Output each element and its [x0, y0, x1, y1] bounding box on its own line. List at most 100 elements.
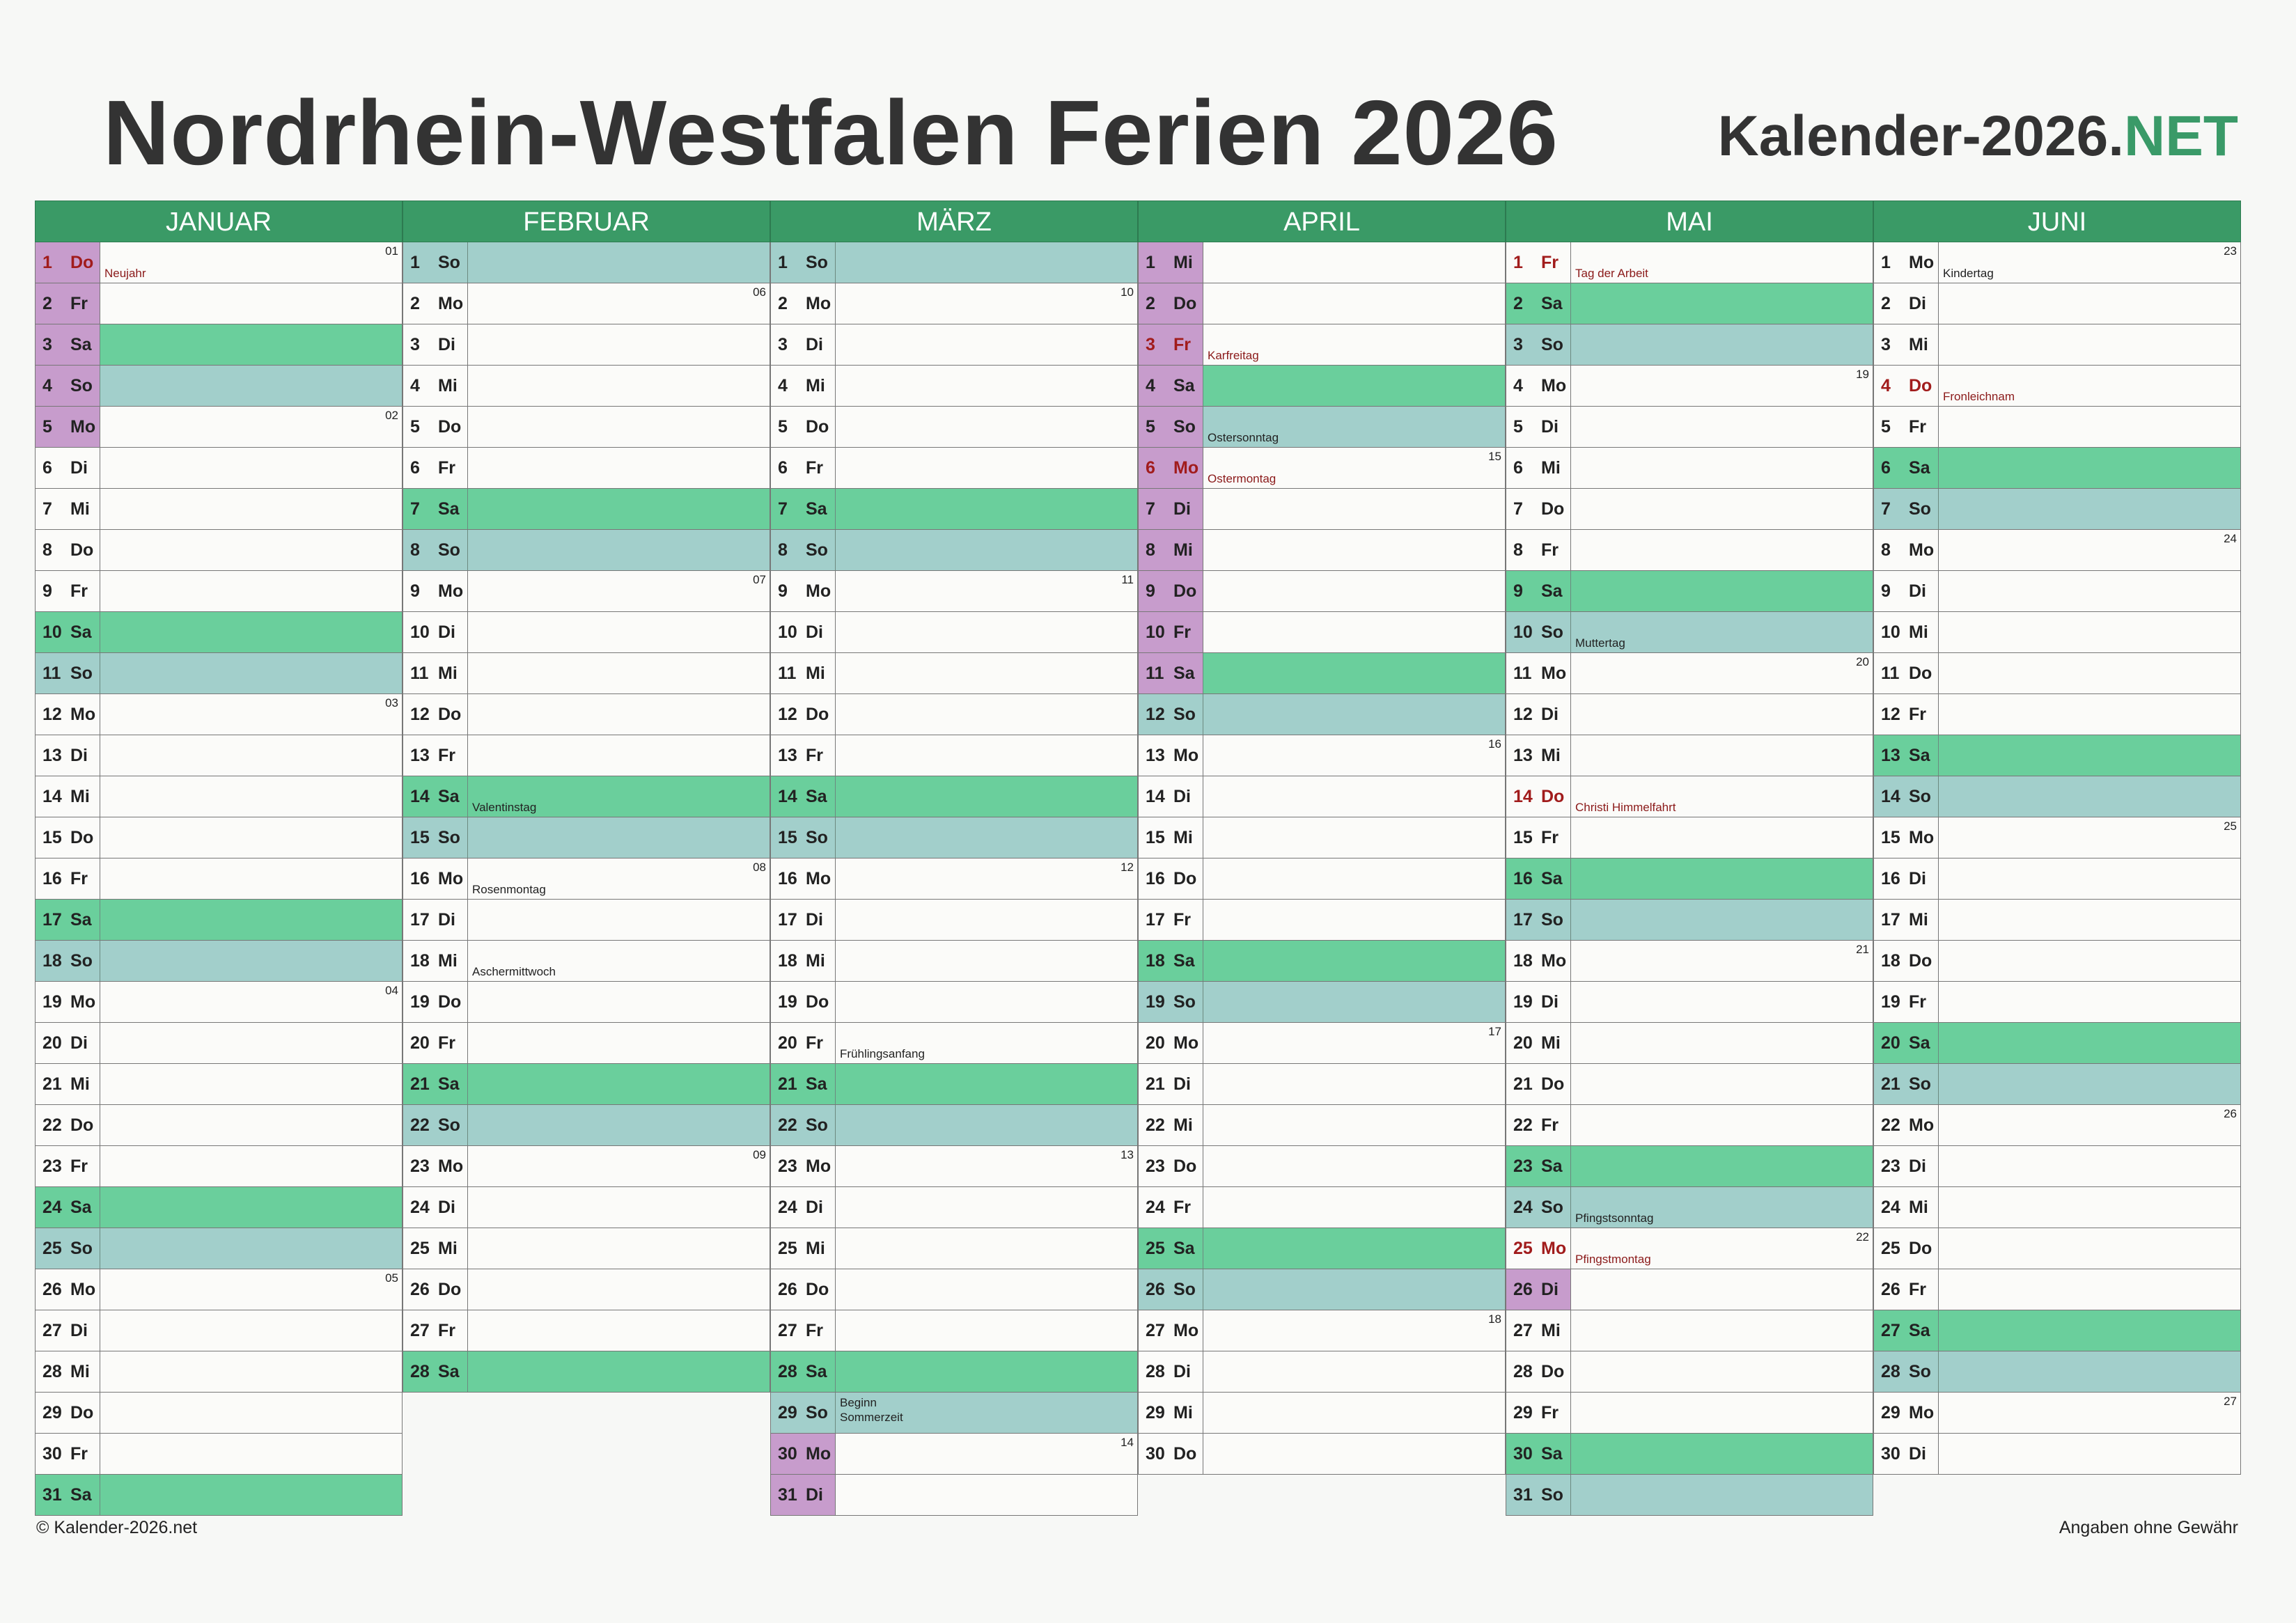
day-cell[interactable]: 3 Fr Karfreitag — [1138, 324, 1506, 366]
day-cell[interactable]: 23 Sa — [1506, 1146, 1873, 1187]
day-cell[interactable]: 24 Fr — [1138, 1187, 1506, 1228]
day-cell[interactable]: 15 Do — [35, 817, 403, 858]
day-cell[interactable]: 17 Fr — [1138, 900, 1506, 941]
day-cell[interactable]: 28 So — [1873, 1351, 2241, 1393]
day-cell[interactable]: 8 Fr — [1506, 530, 1873, 571]
day-cell[interactable]: 8 Mi — [1138, 530, 1506, 571]
day-cell[interactable]: 12 Do — [770, 694, 1138, 735]
day-cell[interactable]: 15 Mi — [1138, 817, 1506, 858]
day-cell[interactable]: 15 So — [770, 817, 1138, 858]
day-cell[interactable]: 30 Mo 14 — [770, 1434, 1138, 1475]
day-cell[interactable]: 9 Mo 11 — [770, 571, 1138, 612]
day-cell[interactable]: 22 Do — [35, 1105, 403, 1146]
day-cell[interactable]: 19 Di — [1506, 982, 1873, 1023]
day-cell[interactable]: 20 Di — [35, 1023, 403, 1064]
day-cell[interactable]: 13 Mi — [1506, 735, 1873, 776]
day-cell[interactable]: 29 So Beginn Sommerzeit — [770, 1393, 1138, 1434]
month-header[interactable]: JANUAR — [35, 201, 403, 242]
day-cell[interactable]: 29 Mi — [1138, 1393, 1506, 1434]
day-cell[interactable]: 2 Mo 10 — [770, 283, 1138, 324]
day-cell[interactable]: 10 Fr — [1138, 612, 1506, 653]
day-cell[interactable]: 19 Fr — [1873, 982, 2241, 1023]
month-header[interactable]: APRIL — [1138, 201, 1506, 242]
day-cell[interactable]: 7 Mi — [35, 489, 403, 530]
day-cell[interactable]: 28 Mi — [35, 1351, 403, 1393]
day-cell[interactable]: 26 Mo 05 — [35, 1269, 403, 1310]
day-cell[interactable]: 18 Mi Aschermittwoch — [403, 941, 770, 982]
day-cell[interactable]: 20 Fr — [403, 1023, 770, 1064]
day-cell[interactable]: 30 Fr — [35, 1434, 403, 1475]
day-cell[interactable]: 29 Do — [35, 1393, 403, 1434]
day-cell[interactable]: 13 Fr — [770, 735, 1138, 776]
day-cell[interactable]: 24 Di — [770, 1187, 1138, 1228]
day-cell[interactable]: 9 Sa — [1506, 571, 1873, 612]
day-cell[interactable]: 20 Mi — [1506, 1023, 1873, 1064]
day-cell[interactable]: 6 Mo Ostermontag 15 — [1138, 448, 1506, 489]
day-cell[interactable]: 13 Sa — [1873, 735, 2241, 776]
day-cell[interactable]: 31 Sa — [35, 1475, 403, 1516]
day-cell[interactable]: 16 Sa — [1506, 858, 1873, 900]
day-cell[interactable]: 9 Mo 07 — [403, 571, 770, 612]
day-cell[interactable]: 5 So Ostersonntag — [1138, 407, 1506, 448]
day-cell[interactable]: 18 So — [35, 941, 403, 982]
day-cell[interactable]: 27 Mo 18 — [1138, 1310, 1506, 1351]
day-cell[interactable]: 26 Fr — [1873, 1269, 2241, 1310]
day-cell[interactable]: 21 Di — [1138, 1064, 1506, 1105]
day-cell[interactable]: 25 Do — [1873, 1228, 2241, 1269]
day-cell[interactable]: 2 Mo 06 — [403, 283, 770, 324]
day-cell[interactable]: 5 Di — [1506, 407, 1873, 448]
day-cell[interactable]: 25 Sa — [1138, 1228, 1506, 1269]
day-cell[interactable]: 21 Mi — [35, 1064, 403, 1105]
day-cell[interactable]: 4 Mi — [770, 366, 1138, 407]
day-cell[interactable]: 5 Fr — [1873, 407, 2241, 448]
day-cell[interactable]: 1 Mi — [1138, 242, 1506, 283]
day-cell[interactable]: 11 Mo 20 — [1506, 653, 1873, 694]
day-cell[interactable]: 12 So — [1138, 694, 1506, 735]
day-cell[interactable]: 14 Mi — [35, 776, 403, 817]
day-cell[interactable]: 25 So — [35, 1228, 403, 1269]
day-cell[interactable]: 26 So — [1138, 1269, 1506, 1310]
day-cell[interactable]: 18 Mo 21 — [1506, 941, 1873, 982]
day-cell[interactable]: 22 Mi — [1138, 1105, 1506, 1146]
day-cell[interactable]: 1 Do Neujahr 01 — [35, 242, 403, 283]
day-cell[interactable]: 2 Do — [1138, 283, 1506, 324]
day-cell[interactable]: 24 Di — [403, 1187, 770, 1228]
day-cell[interactable]: 4 Sa — [1138, 366, 1506, 407]
day-cell[interactable]: 26 Do — [403, 1269, 770, 1310]
day-cell[interactable]: 11 Sa — [1138, 653, 1506, 694]
day-cell[interactable]: 3 So — [1506, 324, 1873, 366]
day-cell[interactable]: 2 Fr — [35, 283, 403, 324]
day-cell[interactable]: 6 Fr — [770, 448, 1138, 489]
day-cell[interactable]: 30 Sa — [1506, 1434, 1873, 1475]
day-cell[interactable]: 10 So Muttertag — [1506, 612, 1873, 653]
day-cell[interactable]: 5 Mo 02 — [35, 407, 403, 448]
day-cell[interactable]: 6 Di — [35, 448, 403, 489]
day-cell[interactable]: 15 So — [403, 817, 770, 858]
day-cell[interactable]: 25 Mi — [770, 1228, 1138, 1269]
month-header[interactable]: MÄRZ — [770, 201, 1138, 242]
day-cell[interactable]: 16 Mo Rosenmontag 08 — [403, 858, 770, 900]
day-cell[interactable]: 23 Mo 09 — [403, 1146, 770, 1187]
day-cell[interactable]: 18 Sa — [1138, 941, 1506, 982]
day-cell[interactable]: 12 Mo 03 — [35, 694, 403, 735]
day-cell[interactable]: 16 Fr — [35, 858, 403, 900]
day-cell[interactable]: 30 Do — [1138, 1434, 1506, 1475]
day-cell[interactable]: 28 Sa — [770, 1351, 1138, 1393]
day-cell[interactable]: 2 Sa — [1506, 283, 1873, 324]
day-cell[interactable]: 4 Do Fronleichnam — [1873, 366, 2241, 407]
month-header[interactable]: FEBRUAR — [403, 201, 770, 242]
day-cell[interactable]: 12 Do — [403, 694, 770, 735]
day-cell[interactable]: 21 Sa — [770, 1064, 1138, 1105]
day-cell[interactable]: 18 Do — [1873, 941, 2241, 982]
month-header[interactable]: MAI — [1506, 201, 1873, 242]
day-cell[interactable]: 9 Di — [1873, 571, 2241, 612]
day-cell[interactable]: 20 Fr Frühlingsanfang — [770, 1023, 1138, 1064]
day-cell[interactable]: 19 Do — [770, 982, 1138, 1023]
day-cell[interactable]: 17 Mi — [1873, 900, 2241, 941]
day-cell[interactable]: 23 Mo 13 — [770, 1146, 1138, 1187]
day-cell[interactable]: 16 Mo 12 — [770, 858, 1138, 900]
day-cell[interactable]: 9 Fr — [35, 571, 403, 612]
day-cell[interactable]: 19 So — [1138, 982, 1506, 1023]
day-cell[interactable]: 3 Mi — [1873, 324, 2241, 366]
day-cell[interactable]: 7 Sa — [403, 489, 770, 530]
